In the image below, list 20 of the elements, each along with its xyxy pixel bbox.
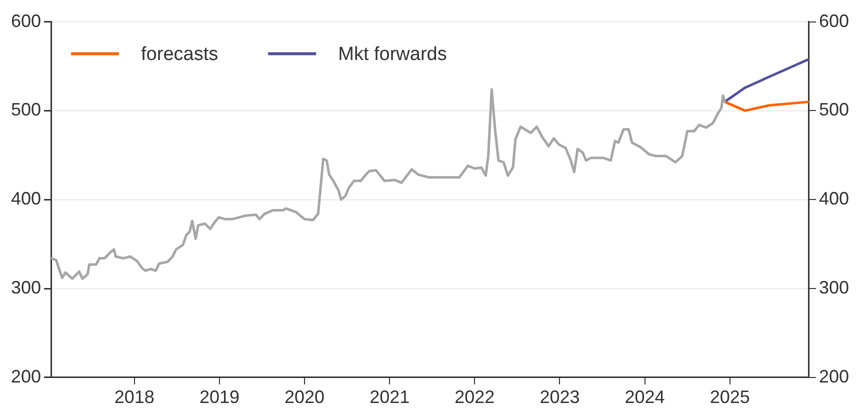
y-tick-label: 500 — [818, 100, 850, 120]
legend-label: Mkt forwards — [338, 44, 447, 66]
legend-label: forecasts — [141, 44, 218, 66]
y-tick-label: 300 — [818, 277, 850, 298]
x-tick-label: 2019 — [199, 387, 240, 408]
y-tick-label: 200 — [818, 366, 850, 386]
y-tick-label: 400 — [818, 188, 850, 209]
y2-tick-label: 200 — [10, 366, 42, 386]
x-tick-label: 2023 — [540, 387, 580, 408]
y2-tick-label: 500 — [10, 100, 42, 120]
x-tick-label: 2021 — [370, 387, 410, 408]
x-tick-label: 2025 — [710, 387, 750, 408]
y2-tick-label: 400 — [10, 188, 42, 209]
x-tick-label: 2022 — [454, 387, 495, 408]
x-tick-label: 2020 — [284, 387, 325, 408]
x-tick-label: 2024 — [624, 387, 665, 408]
y2-tick-label: 600 — [10, 10, 42, 31]
y-tick-label: 600 — [818, 10, 850, 31]
y2-tick-label: 300 — [10, 277, 42, 298]
x-tick-label: 2018 — [114, 387, 154, 408]
